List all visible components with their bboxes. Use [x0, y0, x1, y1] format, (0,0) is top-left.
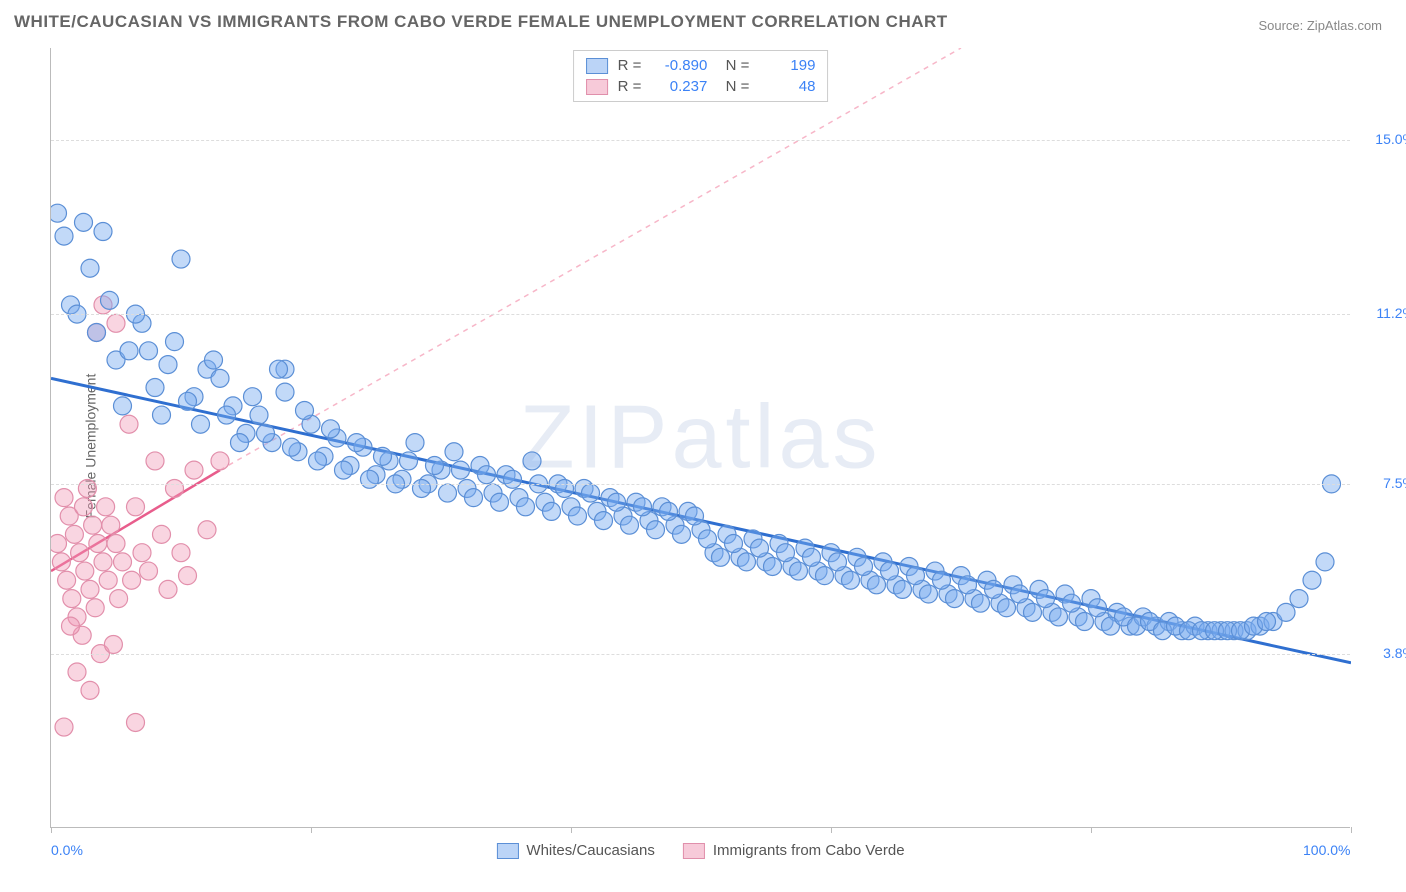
legend-item-blue: Whites/Caucasians [496, 842, 654, 859]
gridline [51, 654, 1350, 655]
correlation-legend: R = -0.890 N = 199 R = 0.237 N = 48 [573, 50, 829, 102]
legend-label-blue: Whites/Caucasians [526, 842, 654, 859]
legend-n-blue: 199 [759, 57, 815, 74]
y-tick-label: 7.5% [1355, 475, 1406, 491]
x-tick [51, 827, 52, 833]
series-legend: Whites/Caucasians Immigrants from Cabo V… [496, 842, 904, 859]
scatter-plot-svg [51, 48, 1351, 828]
legend-r-pink: 0.237 [651, 78, 707, 95]
x-tick-label: 100.0% [1303, 842, 1350, 858]
legend-item-pink: Immigrants from Cabo Verde [683, 842, 905, 859]
x-tick [571, 827, 572, 833]
legend-row-pink: R = 0.237 N = 48 [586, 76, 816, 97]
source-attribution: Source: ZipAtlas.com [1258, 18, 1382, 33]
x-tick [1351, 827, 1352, 833]
y-tick-label: 11.2% [1355, 305, 1406, 321]
y-tick-label: 15.0% [1355, 131, 1406, 147]
legend-r-blue: -0.890 [651, 57, 707, 74]
legend-n-label: N = [717, 57, 749, 74]
gridline [51, 484, 1350, 485]
x-tick [1091, 827, 1092, 833]
x-tick [831, 827, 832, 833]
chart-plot-area: ZIPatlas R = -0.890 N = 199 R = 0.237 N … [50, 48, 1350, 828]
legend-n-label: N = [717, 78, 749, 95]
legend-r-label: R = [618, 57, 642, 74]
legend-row-blue: R = -0.890 N = 199 [586, 55, 816, 76]
legend-r-label: R = [618, 78, 642, 95]
y-tick-label: 3.8% [1355, 645, 1406, 661]
x-tick [311, 827, 312, 833]
legend-label-pink: Immigrants from Cabo Verde [713, 842, 905, 859]
gridline [51, 140, 1350, 141]
x-tick-label: 0.0% [51, 842, 83, 858]
swatch-blue [586, 58, 608, 74]
legend-n-pink: 48 [759, 78, 815, 95]
swatch-pink [683, 843, 705, 859]
swatch-blue [496, 843, 518, 859]
chart-title: WHITE/CAUCASIAN VS IMMIGRANTS FROM CABO … [14, 12, 948, 32]
swatch-pink [586, 79, 608, 95]
gridline [51, 314, 1350, 315]
